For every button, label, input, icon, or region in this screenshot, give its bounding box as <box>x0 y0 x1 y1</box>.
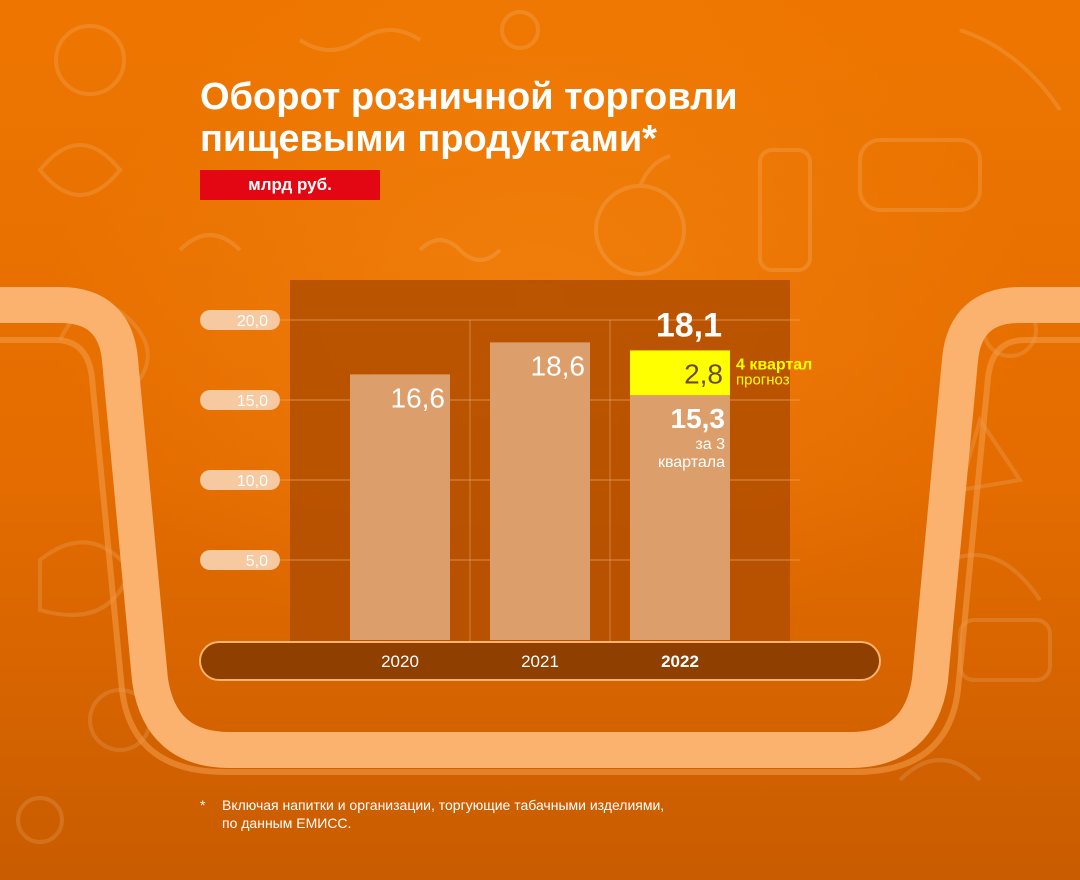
x-tick-label-2022: 2022 <box>661 652 699 671</box>
bar-2021 <box>490 342 590 640</box>
y-tick-label: 10,0 <box>237 473 268 490</box>
x-tick-label-2021: 2021 <box>521 652 559 671</box>
unit-badge: млрд руб. <box>200 170 380 200</box>
tray-outline-outer <box>0 287 1080 768</box>
bar-2020 <box>350 374 450 640</box>
y-tick-label: 5,0 <box>246 553 268 570</box>
y-tick-pill <box>200 310 280 330</box>
total-value-label: 18,1 <box>656 306 722 344</box>
y-tick-pill <box>200 390 280 410</box>
y-tick-label: 15,0 <box>237 393 268 410</box>
tray-outline-inner <box>0 337 1080 775</box>
chart-title-line-2: пищевыми продуктами* <box>200 118 657 160</box>
bar-value-label-2020: 16,6 <box>391 382 446 413</box>
footnote-line-2: по данным ЕМИСС. <box>222 815 352 831</box>
bar-2022 <box>630 395 730 640</box>
bar-forecast-2022 <box>630 350 730 396</box>
y-tick-label: 20,0 <box>237 313 268 330</box>
y-tick-pill <box>200 470 280 490</box>
x-tick-label-2020: 2020 <box>381 652 419 671</box>
chart-title: Оборот розничной торговли пищевыми проду… <box>200 76 900 160</box>
forecast-note-line-1: 4 квартал <box>736 356 812 373</box>
bar-value-label-2021: 18,6 <box>531 350 586 381</box>
x-axis-labels: 2020 2021 2022 <box>381 652 699 671</box>
footnote-line-1: Включая напитки и организации, торгующие… <box>222 797 665 813</box>
footnote: * Включая напитки и организации, торгующ… <box>200 796 880 832</box>
x-axis-base <box>199 641 881 681</box>
forecast-note-line-2: прогноз <box>736 371 790 388</box>
footnote-marker: * <box>200 797 206 813</box>
y-tick-pill <box>200 550 280 570</box>
chart-title-line-1: Оборот розничной торговли <box>200 76 738 118</box>
bar-sublabel-line-1: за 3 <box>695 436 725 453</box>
forecast-value-label: 2,8 <box>684 358 723 389</box>
bar-sublabel-line-2: квартала <box>658 454 725 471</box>
y-axis-ticks: 5,0 10,0 15,0 20,0 <box>200 310 280 570</box>
bar-value-label-2022: 15,3 <box>671 403 726 434</box>
